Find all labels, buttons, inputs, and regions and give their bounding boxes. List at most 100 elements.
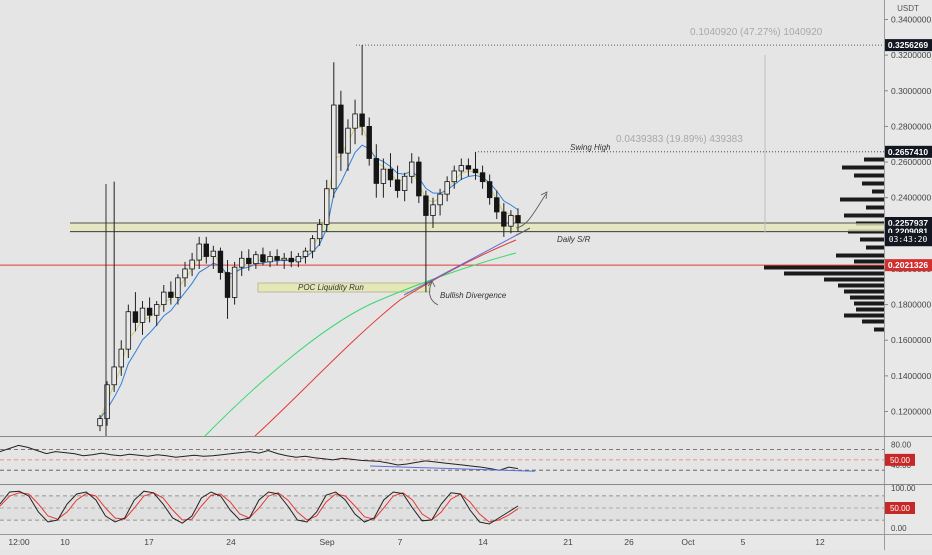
- time-tick-label: 26: [624, 537, 634, 547]
- candle-body[interactable]: [132, 311, 139, 323]
- countdown-badge-bg: [885, 233, 932, 245]
- divergence-arrowhead: [427, 280, 436, 288]
- candle-body[interactable]: [401, 175, 408, 191]
- candle-body[interactable]: [118, 348, 124, 368]
- candle-body[interactable]: [409, 161, 415, 177]
- candle-body[interactable]: [458, 165, 465, 172]
- candle-body[interactable]: [217, 250, 224, 273]
- candle-body[interactable]: [324, 188, 330, 225]
- candle-body[interactable]: [359, 113, 365, 127]
- candle-body[interactable]: [380, 168, 387, 184]
- candle-body[interactable]: [309, 238, 316, 252]
- time-tick-label: 24: [226, 537, 236, 547]
- candle-body[interactable]: [175, 277, 181, 298]
- candle-body[interactable]: [238, 257, 245, 268]
- volume-profile-bar: [854, 259, 884, 264]
- price-tick-label: 0.1600000: [891, 335, 931, 345]
- candle-body[interactable]: [182, 268, 188, 279]
- candle-body[interactable]: [274, 256, 280, 261]
- volume-profile-bar: [824, 277, 884, 282]
- candle-body[interactable]: [338, 104, 344, 154]
- stoch-axis-label: 0.00: [891, 524, 907, 533]
- stoch-band: [0, 496, 884, 520]
- candle-body[interactable]: [465, 165, 472, 170]
- candle-body[interactable]: [486, 181, 493, 199]
- candle-body[interactable]: [267, 256, 273, 263]
- candle-body[interactable]: [189, 259, 195, 270]
- candle-body[interactable]: [501, 211, 507, 227]
- daily-sr-zone: [70, 222, 884, 232]
- candle-body[interactable]: [515, 215, 521, 224]
- candle-body[interactable]: [451, 170, 457, 183]
- candle-body[interactable]: [316, 224, 323, 240]
- candle-body[interactable]: [288, 257, 294, 263]
- candle-body[interactable]: [281, 257, 287, 261]
- volume-profile-bar: [856, 307, 884, 312]
- candle-body[interactable]: [111, 366, 117, 386]
- candle-body[interactable]: [437, 193, 443, 206]
- time-tick-label: 17: [144, 537, 154, 547]
- rsi-pane-bg: [0, 437, 884, 484]
- small-arrow: [515, 227, 531, 236]
- candle-body[interactable]: [231, 266, 238, 298]
- candle-body[interactable]: [416, 161, 422, 197]
- candle-body[interactable]: [423, 195, 429, 216]
- candle-body[interactable]: [104, 384, 110, 420]
- time-tick-label: 10: [60, 537, 70, 547]
- candle-body[interactable]: [210, 250, 217, 257]
- candle-body[interactable]: [125, 311, 132, 350]
- candle-body[interactable]: [331, 104, 337, 190]
- rsi-level-badge: 50.00: [890, 456, 911, 465]
- swing-high-label: Swing High: [570, 143, 611, 152]
- main-pane-bg: [0, 0, 884, 436]
- candle-body[interactable]: [508, 215, 514, 227]
- price-label-text: 0.3256269: [888, 40, 928, 50]
- candle-body[interactable]: [373, 158, 380, 184]
- rsi-level-badge-bg: [885, 453, 915, 466]
- price-tick-label: 0.3000000: [891, 86, 931, 96]
- time-tick-label: 14: [478, 537, 488, 547]
- stoch-axis-label: 100.00: [891, 484, 916, 493]
- price-tick-label: 0.1400000: [891, 371, 931, 381]
- candle-body[interactable]: [260, 254, 266, 263]
- candle-body[interactable]: [295, 256, 302, 263]
- volume-profile-bar: [872, 189, 884, 194]
- stoch-level-badge-bg: [885, 502, 915, 514]
- candle-body[interactable]: [97, 418, 103, 427]
- candle-body[interactable]: [479, 172, 486, 183]
- countdown-badge: 03:43:20: [889, 235, 928, 244]
- rsi-axis-label: 80.00: [891, 440, 912, 449]
- candle-body[interactable]: [146, 307, 153, 316]
- candle-body[interactable]: [472, 168, 479, 174]
- volume-profile-bar: [862, 319, 884, 324]
- candle-body[interactable]: [366, 126, 372, 159]
- time-tick-label: 12: [815, 537, 825, 547]
- volume-profile-bar: [850, 295, 884, 300]
- candle-body[interactable]: [253, 254, 259, 265]
- price-label-badge: [885, 39, 932, 52]
- quote-currency-label: USDT: [897, 4, 919, 13]
- candle-body[interactable]: [224, 272, 231, 298]
- volume-profile-bar: [838, 283, 884, 288]
- candle-body[interactable]: [196, 243, 202, 261]
- candle-body[interactable]: [161, 291, 167, 305]
- candle-body[interactable]: [394, 179, 401, 191]
- candle-body[interactable]: [430, 204, 436, 216]
- candle-body[interactable]: [444, 181, 450, 195]
- candle-body[interactable]: [203, 243, 209, 257]
- divergence-trend-line: [403, 227, 531, 296]
- ma-red: [254, 239, 517, 437]
- candle-body[interactable]: [139, 307, 146, 323]
- volume-profile-bar: [854, 173, 884, 178]
- price-tick-label: 0.2400000: [891, 193, 931, 203]
- candle-body[interactable]: [302, 250, 309, 257]
- candle-body[interactable]: [494, 197, 500, 213]
- candle-body[interactable]: [352, 113, 358, 129]
- candle-body[interactable]: [345, 127, 351, 154]
- candle-body[interactable]: [153, 304, 160, 316]
- candle-body[interactable]: [387, 168, 394, 181]
- candle-body[interactable]: [168, 291, 174, 298]
- price-tick-label: 0.3200000: [891, 50, 931, 60]
- candle-body[interactable]: [246, 257, 252, 265]
